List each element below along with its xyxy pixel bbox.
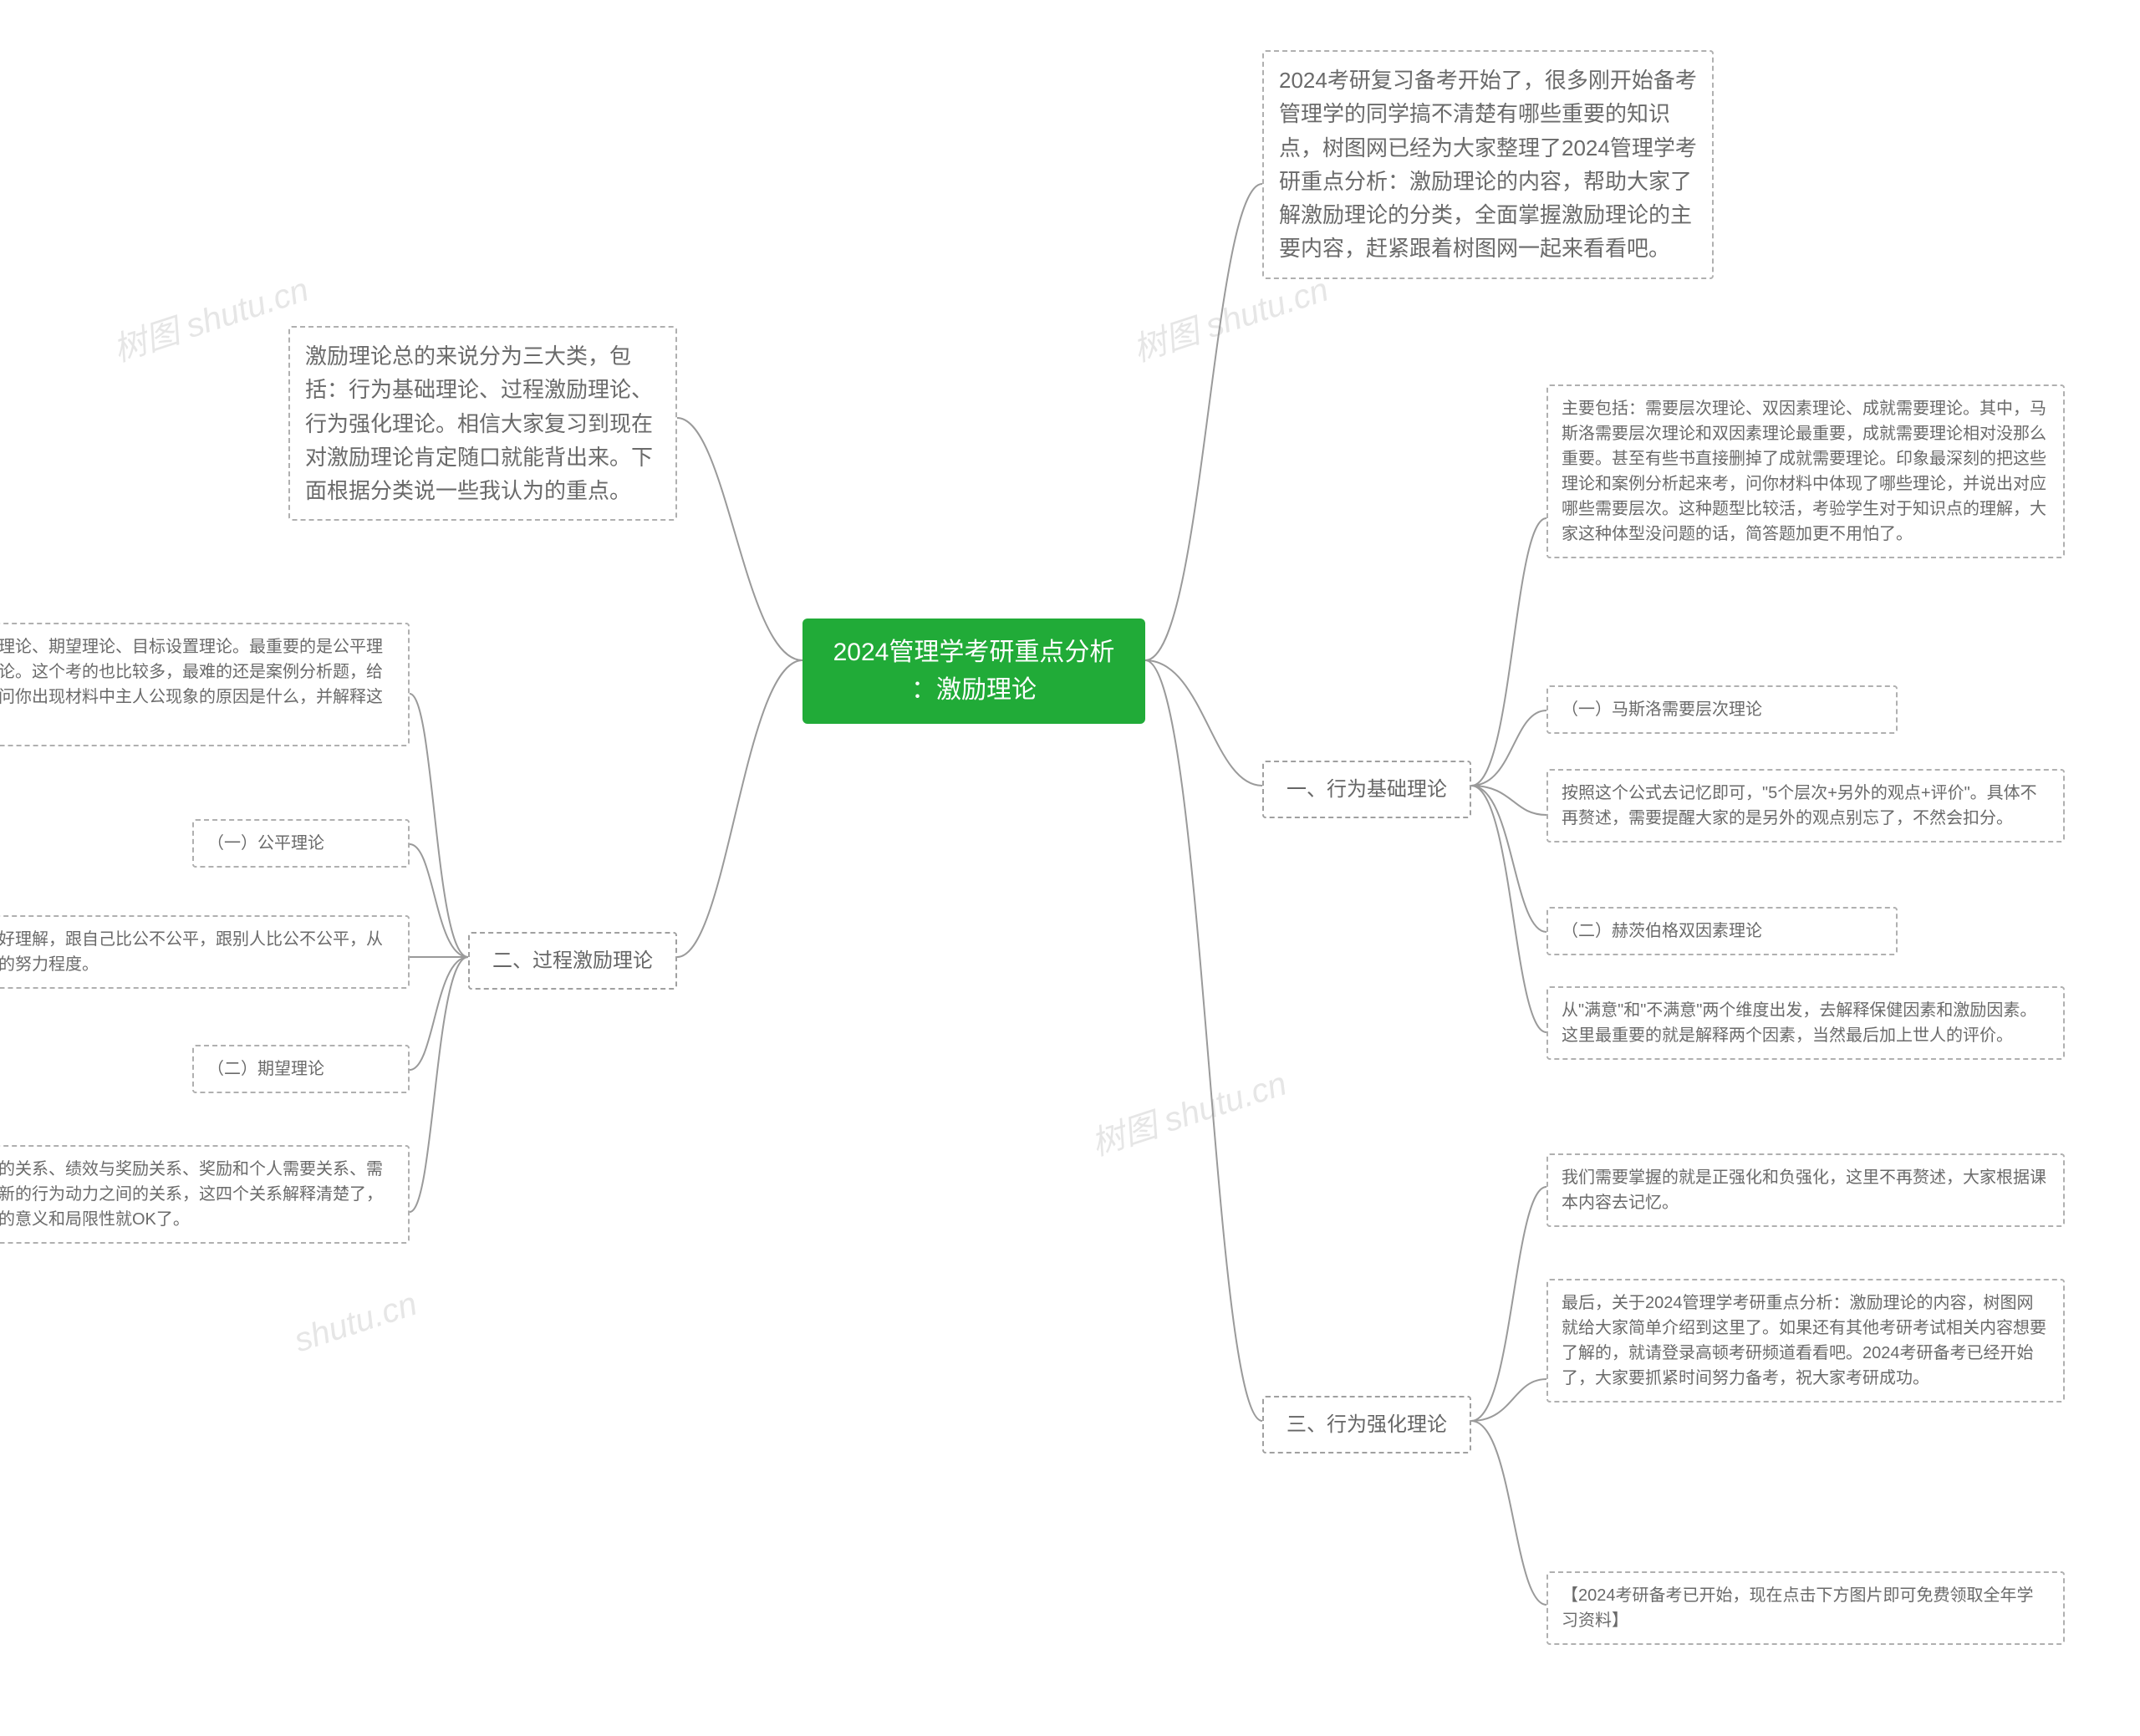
branch1-leaf1: 主要包括：需要层次理论、双因素理论、成就需要理论。其中，马斯洛需要层次理论和双因… — [1546, 384, 2065, 558]
branch-process-motivation: 二、过程激励理论 — [468, 932, 677, 990]
branch1-leaf5: 从"满意"和"不满意"两个维度出发，去解释保健因素和激励因素。这里最重要的就是解… — [1546, 986, 2065, 1060]
branch2-leaf3: 公平理论很好理解，跟自己比公不公平，跟别人比公不公平，从而影响员工的努力程度。 — [0, 915, 410, 989]
root-line1: 2024管理学考研重点分析 — [833, 639, 1115, 666]
branch3-leaf1: 我们需要掌握的就是正强化和负强化，这里不再赘述，大家根据课本内容去记忆。 — [1546, 1153, 2065, 1227]
root-line2: ：激励理论 — [911, 676, 1037, 704]
root-node: 2024管理学考研重点分析 ：激励理论 — [802, 619, 1145, 724]
branch1-leaf2: （一）马斯洛需要层次理论 — [1546, 685, 1898, 734]
branch2-leaf1: 包括：公平理论、期望理论、目标设置理论。最重要的是公平理论和期望理论。这个考的也… — [0, 623, 410, 746]
branch2-leaf2: （一）公平理论 — [192, 819, 410, 868]
left-overview: 激励理论总的来说分为三大类，包括：行为基础理论、过程激励理论、行为强化理论。相信… — [288, 326, 677, 521]
branch1-leaf4: （二）赫茨伯格双因素理论 — [1546, 907, 1898, 955]
branch3-leaf2: 最后，关于2024管理学考研重点分析：激励理论的内容，树图网就给大家简单介绍到这… — [1546, 1279, 2065, 1403]
intro-node: 2024考研复习备考开始了，很多刚开始备考管理学的同学搞不清楚有哪些重要的知识点… — [1262, 50, 1714, 279]
branch-behavior-basis: 一、行为基础理论 — [1262, 761, 1471, 818]
branch3-leaf3: 【2024考研备考已开始，现在点击下方图片即可免费领取全年学习资料】 — [1546, 1571, 2065, 1645]
branch2-leaf5: 努力和绩效的关系、绩效与奖励关系、奖励和个人需要关系、需要的满足与新的行为动力之… — [0, 1145, 410, 1244]
connector-lines — [0, 0, 2140, 1736]
branch-behavior-reinforce: 三、行为强化理论 — [1262, 1396, 1471, 1453]
watermark: 树图 shutu.cn — [1084, 1056, 1292, 1165]
watermark: shutu.cn — [290, 1285, 422, 1361]
branch2-leaf4: （二）期望理论 — [192, 1045, 410, 1093]
watermark: 树图 shutu.cn — [106, 262, 313, 371]
branch1-leaf3: 按照这个公式去记忆即可，"5个层次+另外的观点+评价"。具体不再赘述，需要提醒大… — [1546, 769, 2065, 843]
